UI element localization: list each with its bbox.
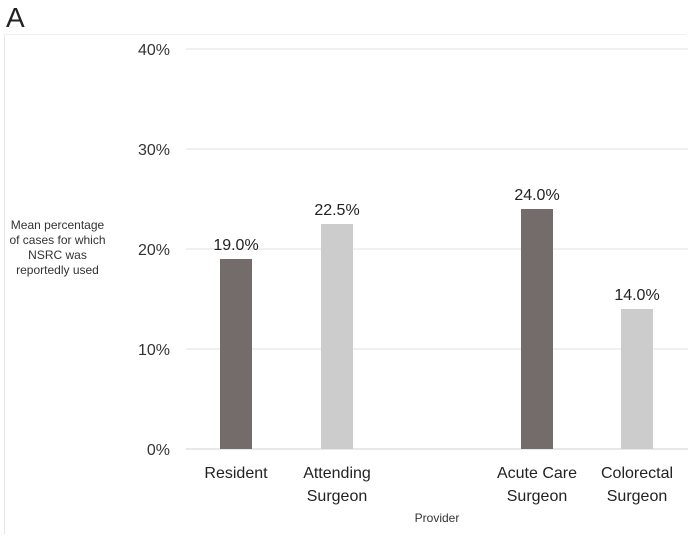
x-tick-label: Attending xyxy=(303,465,371,482)
y-tick-label: 10% xyxy=(138,342,170,359)
data-label: 24.0% xyxy=(514,187,559,204)
y-tick-label: 0% xyxy=(147,442,170,459)
bar xyxy=(521,209,553,449)
y-tick-label: 20% xyxy=(138,242,170,259)
bar xyxy=(321,224,353,449)
x-tick-label: Colorectal xyxy=(601,465,673,482)
figure-frame-left xyxy=(4,34,5,534)
y-axis-label-line: Mean percentage xyxy=(10,218,105,232)
panel-label: A xyxy=(6,2,25,33)
bar xyxy=(220,259,252,449)
x-tick-label: Resident xyxy=(204,465,268,482)
data-label: 14.0% xyxy=(614,287,659,304)
figure-frame-top xyxy=(4,34,686,35)
y-tick-label: 30% xyxy=(138,142,170,159)
y-axis-label-line: of cases for which xyxy=(9,233,106,247)
bar xyxy=(621,309,653,449)
y-axis-label: Mean percentage of cases for which NSRC … xyxy=(0,218,115,278)
x-tick-label: Surgeon xyxy=(507,488,568,505)
y-tick-label: 40% xyxy=(138,42,170,59)
y-axis-label-line: NSRC was xyxy=(28,248,87,262)
data-label: 19.0% xyxy=(213,237,258,254)
x-tick-label: Surgeon xyxy=(307,488,368,505)
x-tick-label: Surgeon xyxy=(607,488,668,505)
x-tick-label: Acute Care xyxy=(497,465,577,482)
y-axis-label-line: reportedly used xyxy=(16,263,99,277)
x-axis-label: Provider xyxy=(414,511,460,525)
data-label: 22.5% xyxy=(314,202,359,219)
